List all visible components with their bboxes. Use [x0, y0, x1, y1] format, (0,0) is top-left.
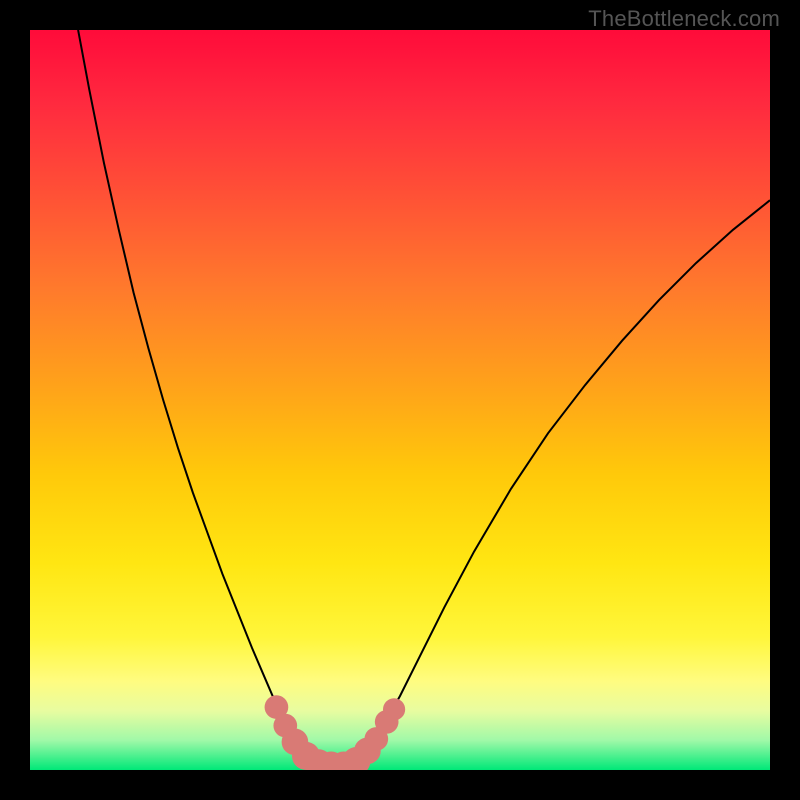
plot-background	[30, 30, 770, 770]
watermark-text: TheBottleneck.com	[588, 6, 780, 32]
trough-dot	[383, 698, 405, 720]
bottleneck-chart	[0, 0, 800, 800]
